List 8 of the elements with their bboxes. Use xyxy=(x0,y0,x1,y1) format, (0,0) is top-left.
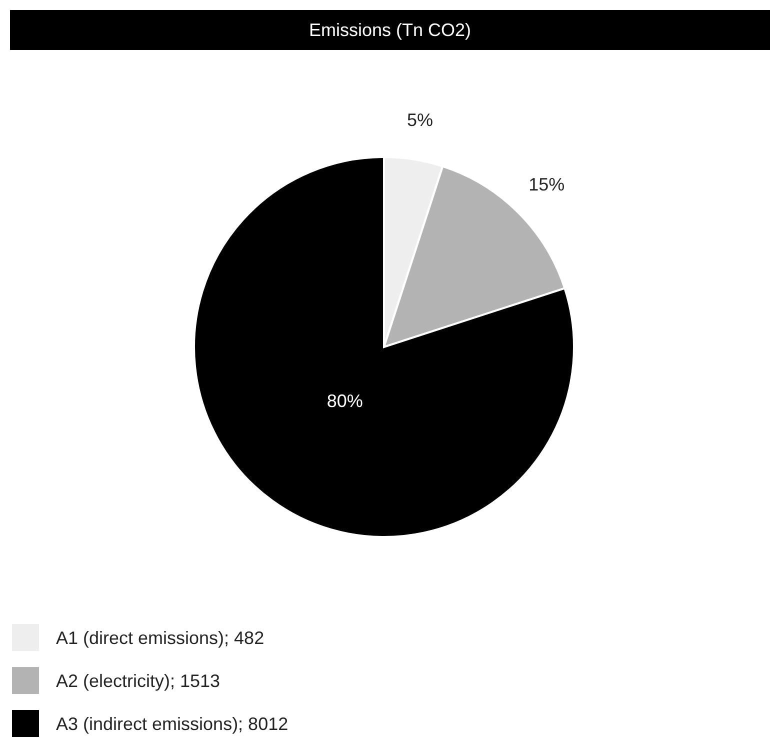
data-label: 15% xyxy=(528,174,565,194)
chart-title: Emissions (Tn CO2) xyxy=(308,20,472,40)
legend-label: A1 (direct emissions); 482 xyxy=(56,628,264,648)
legend-label: A2 (electricity); 1513 xyxy=(56,671,220,691)
data-label: 80% xyxy=(326,390,363,411)
legend-label: A3 (indirect emissions); 8012 xyxy=(56,714,288,734)
pie-slice xyxy=(193,156,575,538)
data-label: 5% xyxy=(406,110,433,130)
